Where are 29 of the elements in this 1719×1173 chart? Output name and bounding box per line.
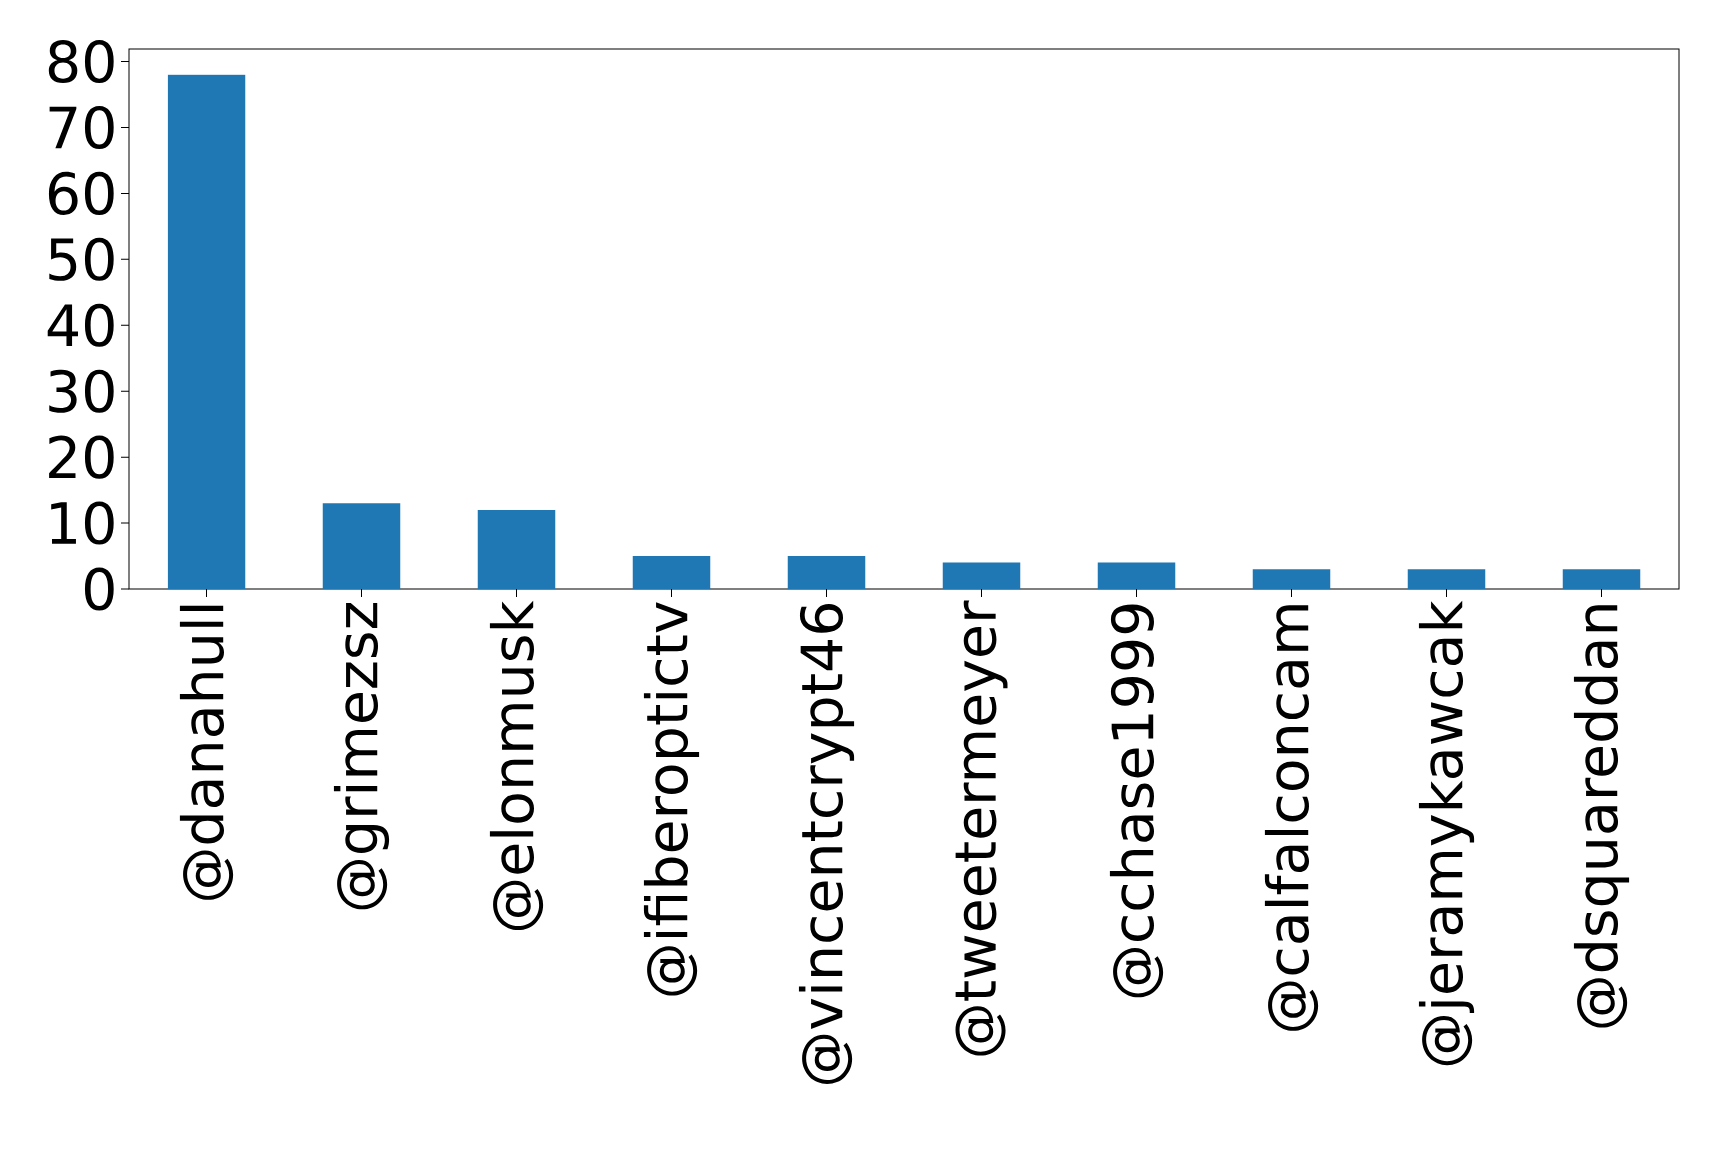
x-tick-label: @danahull — [179, 605, 234, 900]
bar — [942, 562, 1021, 589]
x-tick-label: @calfalconcam — [1264, 605, 1319, 1031]
y-tick-label: 10 — [51, 501, 114, 545]
x-tick-label: @cchase1999 — [1109, 604, 1164, 998]
y-tick-label: 80 — [48, 39, 114, 84]
bar — [167, 74, 246, 589]
y-tick-label: 20 — [49, 435, 114, 479]
x-tick-label: @jeramykawcak — [1418, 600, 1475, 1066]
bar — [1252, 569, 1331, 589]
y-tick-label: 70 — [49, 105, 114, 149]
bar — [787, 556, 866, 589]
bar — [1097, 562, 1176, 589]
y-tick-label: 50 — [49, 237, 114, 281]
x-tick-label: @elonmusk — [489, 600, 544, 931]
x-tick-label: @dsquareddan — [1573, 605, 1630, 1028]
bar — [477, 509, 556, 589]
bar — [1562, 569, 1641, 589]
bar — [322, 503, 401, 589]
x-tick-label: @vincentcrypt46 — [798, 604, 855, 1084]
y-tick-label: 0 — [84, 567, 114, 611]
y-tick-label: 60 — [48, 171, 114, 215]
y-tick-label: 30 — [49, 369, 114, 413]
x-tick-label: @tweetermeyer — [955, 600, 1008, 1056]
bar — [632, 556, 711, 589]
x-tick-label: @ifiberoptictv — [643, 602, 700, 996]
x-tick-label: @grimezsz — [333, 602, 390, 910]
y-tick-label: 40 — [47, 303, 114, 347]
bar — [1407, 569, 1486, 589]
